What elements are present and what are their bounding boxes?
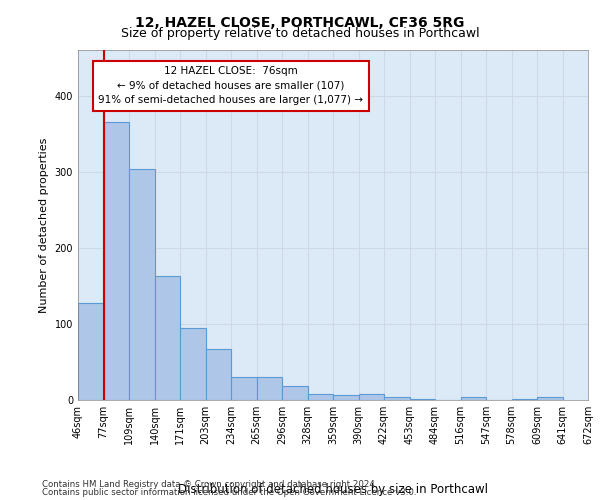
Text: Size of property relative to detached houses in Porthcawl: Size of property relative to detached ho… (121, 28, 479, 40)
Bar (282, 386, 308, 400)
Text: 12 HAZEL CLOSE:  76sqm
← 9% of detached houses are smaller (107)
91% of semi-det: 12 HAZEL CLOSE: 76sqm ← 9% of detached h… (98, 66, 364, 106)
Bar (461, 397, 486, 400)
Bar (333, 396, 359, 400)
Text: Contains HM Land Registry data © Crown copyright and database right 2024.: Contains HM Land Registry data © Crown c… (42, 480, 377, 489)
Bar (257, 377, 282, 400)
Bar (155, 276, 180, 400)
Text: Contains public sector information licensed under the Open Government Licence v3: Contains public sector information licen… (42, 488, 416, 497)
Bar (409, 399, 435, 400)
Y-axis label: Number of detached properties: Number of detached properties (39, 138, 49, 312)
Bar (359, 394, 384, 400)
Bar (308, 394, 333, 400)
Bar (205, 349, 231, 400)
Text: 12, HAZEL CLOSE, PORTHCAWL, CF36 5RG: 12, HAZEL CLOSE, PORTHCAWL, CF36 5RG (136, 16, 464, 30)
X-axis label: Distribution of detached houses by size in Porthcawl: Distribution of detached houses by size … (178, 483, 488, 496)
Bar (78, 304, 104, 400)
Bar (537, 397, 563, 400)
Bar (384, 397, 409, 400)
Bar (231, 377, 257, 400)
Bar (129, 168, 155, 400)
Bar (104, 122, 129, 400)
Bar (511, 399, 537, 400)
Bar (180, 328, 205, 400)
